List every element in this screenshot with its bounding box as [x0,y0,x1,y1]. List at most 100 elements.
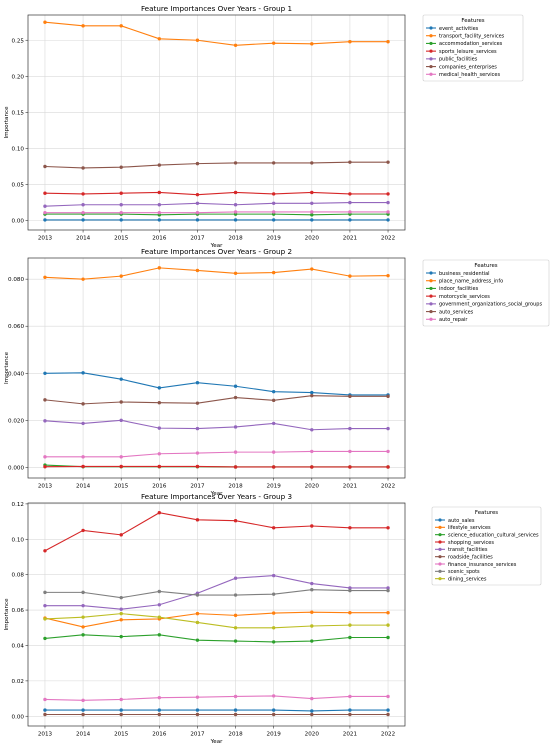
data-point [43,465,47,469]
data-point [81,166,85,170]
legend-title: Features [475,510,498,516]
legend-swatch-marker [429,34,433,38]
series-line [44,613,389,629]
data-point [81,698,85,703]
data-point [233,161,238,165]
data-point [233,203,238,207]
data-point [348,210,352,214]
series-line [44,202,389,207]
x-tick-label: 2013 [38,236,53,242]
series-line [44,372,389,396]
data-point [43,712,47,717]
data-point [233,639,238,643]
data-point [157,452,162,456]
data-point [195,192,200,197]
data-point [386,465,390,469]
data-point [119,203,123,207]
data-point [43,697,47,702]
legend-entry: business_residential [439,271,490,277]
data-point [195,218,200,222]
series-line [44,161,389,169]
legend-swatch-marker [438,569,442,573]
y-tick-label: 0.10 [12,146,25,152]
data-point [195,268,200,273]
data-point [271,201,276,206]
data-point [43,398,47,402]
data-point [195,611,200,616]
plot-frame [27,502,406,727]
data-point [43,164,47,169]
x-tick-label: 2022 [381,236,395,242]
x-tick-label: 2017 [190,236,205,242]
series-shopping_services [43,511,390,553]
legend-entry: lifestyle_services [448,525,491,531]
data-point [195,708,200,712]
data-point [157,203,162,207]
legend-entry: accommodation_services [439,41,503,47]
series-finance_insurance_services [43,694,390,703]
data-point [271,640,276,644]
data-point [386,426,390,431]
x-tick-label: 2020 [305,236,320,242]
data-point [119,708,123,712]
series-line [44,191,389,196]
series-line [44,213,389,216]
data-point [157,163,162,167]
data-point [271,694,276,698]
data-point [386,273,390,278]
data-point [233,694,238,699]
plot-frame [27,14,406,231]
data-point [195,620,200,625]
data-point [195,38,200,42]
legend-swatch-marker [429,286,433,291]
data-point [157,603,162,607]
data-point [195,464,200,469]
data-point [348,586,352,590]
data-point [157,589,162,594]
data-point [157,190,162,195]
series-motorcycle_services [43,464,390,469]
data-point [386,611,390,615]
data-point [310,624,314,628]
data-point [43,708,47,712]
legend-swatch-marker [429,72,433,76]
data-point [233,218,238,222]
y-tick-label: 0.12 [12,502,24,508]
data-point [157,37,162,41]
data-point [119,618,123,622]
data-point [157,695,162,700]
data-point [119,274,123,278]
data-point [233,425,238,429]
data-point [348,465,352,469]
x-tick-label: 2018 [228,732,243,738]
x-tick-label: 2020 [305,484,320,490]
data-point [119,377,123,381]
x-tick-label: 2020 [305,732,320,738]
data-point [348,526,352,530]
data-point [386,712,390,717]
data-point [348,449,352,454]
data-point [43,20,47,24]
chart-group-3: 2013 2014 2015 2016 2017 2018 2019 2020 2021 2022… [4,492,542,743]
legend-swatch-marker [429,49,433,53]
data-point [271,161,276,165]
plot-frame [27,257,406,479]
data-point [81,24,85,28]
data-point [271,41,276,45]
data-point [233,450,238,454]
legend-swatch-marker [429,294,433,298]
data-point [386,200,390,205]
data-point [233,384,238,388]
legend-swatch-marker [438,562,442,566]
y-tick-label: 0.10 [12,537,25,543]
data-point [386,218,390,222]
data-point [81,192,85,196]
data-point [271,626,276,630]
data-point [348,426,352,431]
data-point [310,213,314,217]
legend-title: Features [474,263,497,269]
y-tick-label: 0.06 [12,608,25,614]
y-tick-label: 0.20 [12,74,25,80]
x-tick-label: 2019 [267,732,282,738]
